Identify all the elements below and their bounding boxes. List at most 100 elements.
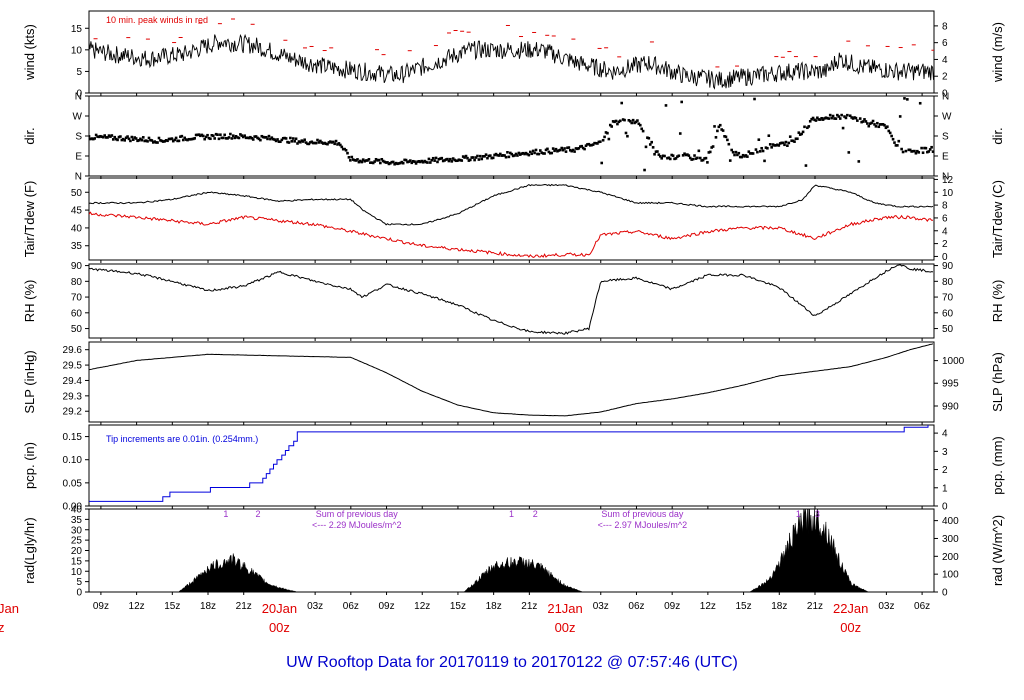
wind-dir-point	[523, 152, 526, 156]
wind-dir-point	[871, 119, 875, 123]
wind-dir-point	[797, 131, 801, 134]
wind-dir-point	[753, 97, 756, 101]
y-tick-label-left: 0.00	[63, 502, 83, 513]
wind-dir-point	[827, 117, 831, 120]
wind-dir-point	[516, 154, 519, 157]
wind-dir-point	[674, 157, 678, 160]
wind-dir-point	[893, 141, 896, 144]
wind-dir-point	[174, 136, 178, 140]
wind-dir-point	[630, 121, 634, 125]
wind-dir-point	[211, 134, 215, 138]
plot-area	[89, 18, 934, 90]
wind-dir-point	[577, 147, 581, 150]
y-tick-label-right: 12	[942, 175, 954, 186]
wind-dir-point	[843, 115, 846, 118]
wind-dir-point	[429, 161, 432, 164]
wind-dir-point	[760, 146, 763, 150]
wind-dir-point	[489, 154, 492, 157]
wind-dir-point	[656, 150, 659, 153]
wind-dir-point	[529, 150, 532, 154]
day-hour-label: 00z	[555, 620, 576, 635]
wind-dir-point	[803, 125, 806, 129]
wind-dir-point	[290, 140, 294, 143]
wind-dir-point	[411, 159, 415, 163]
wind-dir-point	[754, 148, 758, 151]
wind-speed-line	[89, 33, 934, 90]
wind-dir-point	[623, 118, 626, 122]
wind-dir-point	[407, 160, 411, 163]
wind-dir-point	[801, 130, 805, 134]
wind-dir-point	[120, 138, 124, 142]
wind-dir-point	[251, 138, 255, 141]
wind-dir-point	[310, 140, 314, 144]
wind-dir-point	[173, 138, 176, 142]
wind-dir-point	[653, 152, 656, 156]
wind-dir-point	[896, 144, 899, 147]
wind-dir-point	[333, 142, 336, 146]
wind-dir-point	[210, 134, 214, 137]
wind-dir-point	[700, 159, 703, 162]
wind-dir-point	[703, 157, 706, 160]
wind-dir-point	[581, 146, 585, 150]
wind-dir-point	[494, 152, 498, 156]
wind-dir-point	[297, 140, 301, 143]
day-hour-label: 00z	[840, 620, 861, 635]
wind-dir-point	[241, 135, 245, 139]
panel-frame	[88, 263, 935, 339]
wind-dir-point	[319, 139, 322, 143]
wind-dir-point	[283, 136, 286, 140]
wind-dir-point	[401, 161, 405, 165]
wind-dir-point	[456, 159, 459, 163]
wind-dir-point	[109, 135, 112, 138]
x-tick-label: 15z	[450, 601, 466, 612]
wind-dir-point	[566, 146, 569, 150]
wind-dir-point	[229, 132, 232, 136]
wind-dir-point	[113, 135, 117, 139]
wind-dir-point	[139, 137, 142, 141]
wind-dir-point	[486, 156, 489, 160]
wind-dir-point	[204, 135, 208, 139]
wind-dir-point	[926, 150, 929, 154]
wind-dir-point	[340, 145, 344, 149]
wind-dir-point	[161, 140, 165, 143]
wind-dir-point	[154, 141, 158, 144]
panel-tairtdew: 35 40 45 50 0 2 4 68 10 12 Tair/Tdew (F) Tair/Tdew …	[22, 175, 1005, 263]
wind-dir-point	[866, 122, 869, 125]
wind-dir-point	[259, 138, 262, 142]
wind-dir-point	[300, 139, 304, 142]
wind-dir-point	[427, 157, 431, 161]
wind-dir-point	[89, 135, 91, 138]
wind-dir-point	[230, 137, 234, 140]
wind-dir-point	[724, 135, 728, 139]
wind-dir-point	[176, 139, 179, 143]
wind-dir-point	[796, 137, 799, 141]
wind-dir-point	[256, 136, 259, 140]
wind-dir-point	[798, 133, 802, 136]
wind-dir-point	[426, 161, 429, 164]
wind-dir-point	[493, 153, 496, 157]
wind-dir-point	[526, 152, 529, 156]
wind-dir-point	[273, 138, 276, 141]
wind-dir-point	[711, 145, 715, 148]
wind-dir-point	[841, 126, 845, 130]
wind-dir-point	[361, 158, 365, 161]
wind-dir-point	[677, 154, 681, 158]
wind-dir-point	[293, 140, 296, 143]
wind-dir-point	[220, 136, 224, 140]
wind-dir-point	[748, 152, 752, 155]
wind-dir-point	[99, 134, 102, 138]
wind-dir-point	[236, 136, 239, 139]
y-tick-label-right: 4	[942, 429, 948, 440]
wind-dir-point	[346, 151, 349, 155]
wind-dir-point	[257, 137, 261, 141]
wind-dir-point	[539, 149, 542, 152]
wind-dir-point	[667, 156, 671, 160]
x-tick-label: 12z	[129, 601, 145, 612]
wind-dir-point	[166, 139, 169, 143]
y-tick-label-left: 35	[71, 241, 83, 252]
dewpoint-line	[89, 211, 933, 258]
wind-dir-point	[598, 140, 602, 143]
wind-dir-point	[514, 152, 518, 156]
wind-dir-point	[187, 137, 191, 141]
y-tick-label-left: 20	[71, 546, 83, 557]
